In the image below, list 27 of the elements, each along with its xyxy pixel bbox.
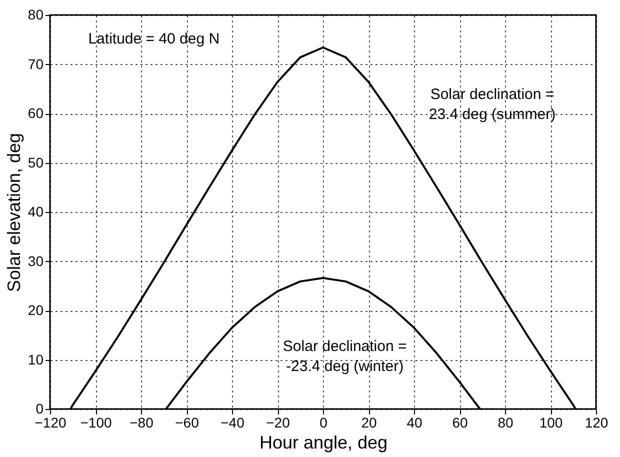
x-tick-label: −20 (266, 414, 290, 430)
x-tick-label: 40 (406, 414, 422, 430)
x-tick-label: −60 (175, 414, 200, 430)
annotation: Solar declination = -23.4 deg (winter) (282, 338, 407, 375)
y-tick-label: 60 (28, 105, 44, 121)
y-tick-label: 20 (28, 302, 44, 318)
y-axis-title: Solar elevation, deg (4, 132, 24, 292)
y-tick-label: 50 (28, 154, 44, 170)
y-tick-label: 40 (28, 204, 44, 220)
y-tick-label: 10 (28, 351, 44, 368)
x-axis-title: Hour angle, deg (259, 432, 388, 452)
y-tick-label: 0 (36, 400, 44, 416)
x-tick-label: 100 (539, 414, 563, 430)
annotation: Solar declination = 23.4 deg (summer) (428, 86, 556, 123)
y-tick-label: 30 (28, 252, 44, 269)
x-tick-label: −100 (80, 414, 112, 430)
x-tick-label: −80 (130, 414, 154, 430)
x-tick-label: −120 (34, 414, 66, 430)
y-tick-label: 80 (28, 6, 44, 22)
x-tick-label: 0 (320, 414, 328, 430)
x-tick-label: 20 (361, 414, 377, 430)
y-tick-label: 70 (28, 56, 44, 72)
annotation: Latitude = 40 deg N (88, 30, 220, 48)
x-tick-label: −40 (220, 414, 245, 430)
x-tick-label: 80 (498, 414, 514, 430)
x-tick-label: 60 (452, 414, 468, 430)
x-tick-label: 120 (584, 414, 608, 430)
